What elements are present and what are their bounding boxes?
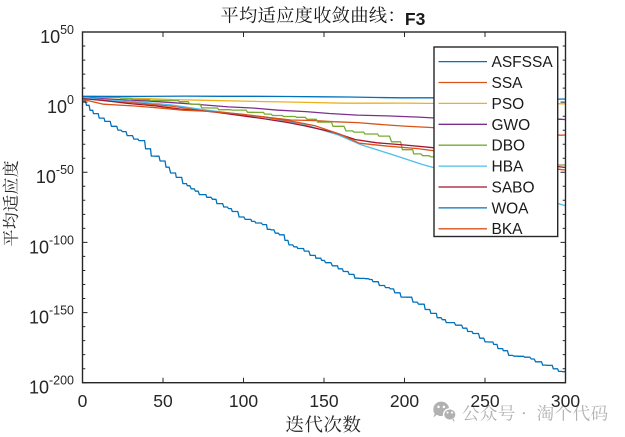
svg-text:150: 150 xyxy=(309,391,338,411)
svg-text:SABO: SABO xyxy=(492,179,535,196)
svg-text:1050: 1050 xyxy=(40,23,74,47)
svg-text:100: 100 xyxy=(47,93,74,117)
svg-text:GWO: GWO xyxy=(492,117,531,134)
svg-text:10-200: 10-200 xyxy=(29,374,74,398)
svg-text:300: 300 xyxy=(551,391,580,411)
svg-text:HBA: HBA xyxy=(492,159,525,176)
svg-text:SSA: SSA xyxy=(492,75,524,92)
svg-text:BKA: BKA xyxy=(492,221,524,238)
svg-text:WOA: WOA xyxy=(492,200,530,217)
svg-text:PSO: PSO xyxy=(492,96,525,113)
svg-text:0: 0 xyxy=(78,391,88,411)
svg-text:250: 250 xyxy=(470,391,499,411)
svg-text:F3: F3 xyxy=(405,9,426,29)
svg-text:10-150: 10-150 xyxy=(29,304,74,328)
svg-text:10-100: 10-100 xyxy=(29,233,74,257)
svg-text:DBO: DBO xyxy=(492,138,526,155)
svg-text:ASFSSA: ASFSSA xyxy=(492,54,554,71)
svg-text:100: 100 xyxy=(229,391,258,411)
svg-text:10-50: 10-50 xyxy=(36,163,74,187)
svg-text:200: 200 xyxy=(390,391,419,411)
svg-text:50: 50 xyxy=(153,391,173,411)
